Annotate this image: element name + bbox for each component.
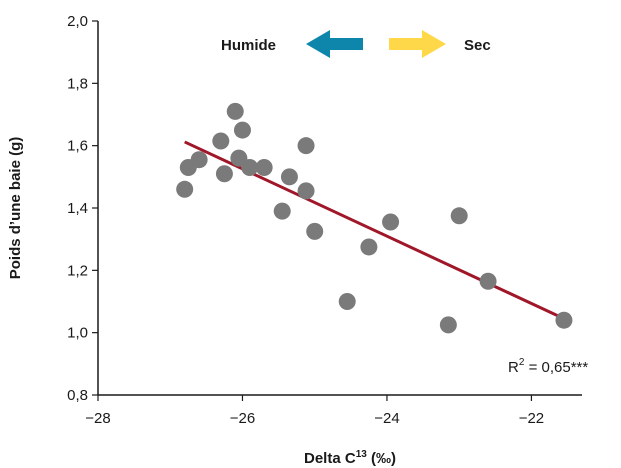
data-point [233,121,251,139]
x-axis-title: Delta C13 (‰) [304,449,396,467]
data-point [338,293,356,310]
arrow-right-icon [389,30,446,58]
y-tick-label: 2,0 [67,13,88,30]
data-point [241,158,259,176]
y-tick-label: 1,2 [67,262,88,279]
y-tick-label: 1,6 [67,138,88,155]
data-point [555,311,573,329]
data-point [226,102,244,120]
y-tick-label: 1,0 [67,325,88,342]
axes-group: 0,8 1,0 1,2 1,4 1,6 1,8 2,0 −28 −26 −24 −22 [67,13,582,427]
annotation-humide: Humide [221,37,276,54]
x-tick-label: −28 [85,410,110,427]
data-point [297,137,315,155]
y-tick-label: 1,4 [67,200,88,217]
x-axis-title-text: Delta C [304,450,356,467]
x-axis-title-superscript: 13 [356,449,368,460]
data-point [382,213,400,231]
r2-value: = 0,65*** [524,359,588,376]
x-tick-label: −26 [230,410,255,427]
y-tick-label: 0,8 [67,387,88,404]
data-point [280,168,298,186]
x-tick-label: −24 [374,410,399,427]
r2-annotation: R2 = 0,65*** [508,357,588,376]
data-point [273,202,291,220]
data-point [190,151,208,169]
y-axis-title: Poids d’une baie (g) [7,137,24,280]
data-point [439,316,457,334]
arrow-left-icon [306,30,363,58]
data-point [176,180,194,198]
data-point [479,272,497,290]
data-point [297,182,315,200]
data-point [306,222,324,240]
r2-superscript: 2 [519,357,525,368]
x-tick-label: −22 [519,410,544,427]
data-point [360,238,378,256]
data-point [215,165,233,183]
data-point [255,158,273,176]
points-group [176,102,573,334]
x-axis-title-unit: (‰) [367,450,396,467]
y-tick-label: 1,8 [67,75,88,92]
data-point [212,132,230,150]
data-point [450,207,468,225]
annotation-sec: Sec [464,37,491,54]
r2-letter: R [508,359,519,376]
